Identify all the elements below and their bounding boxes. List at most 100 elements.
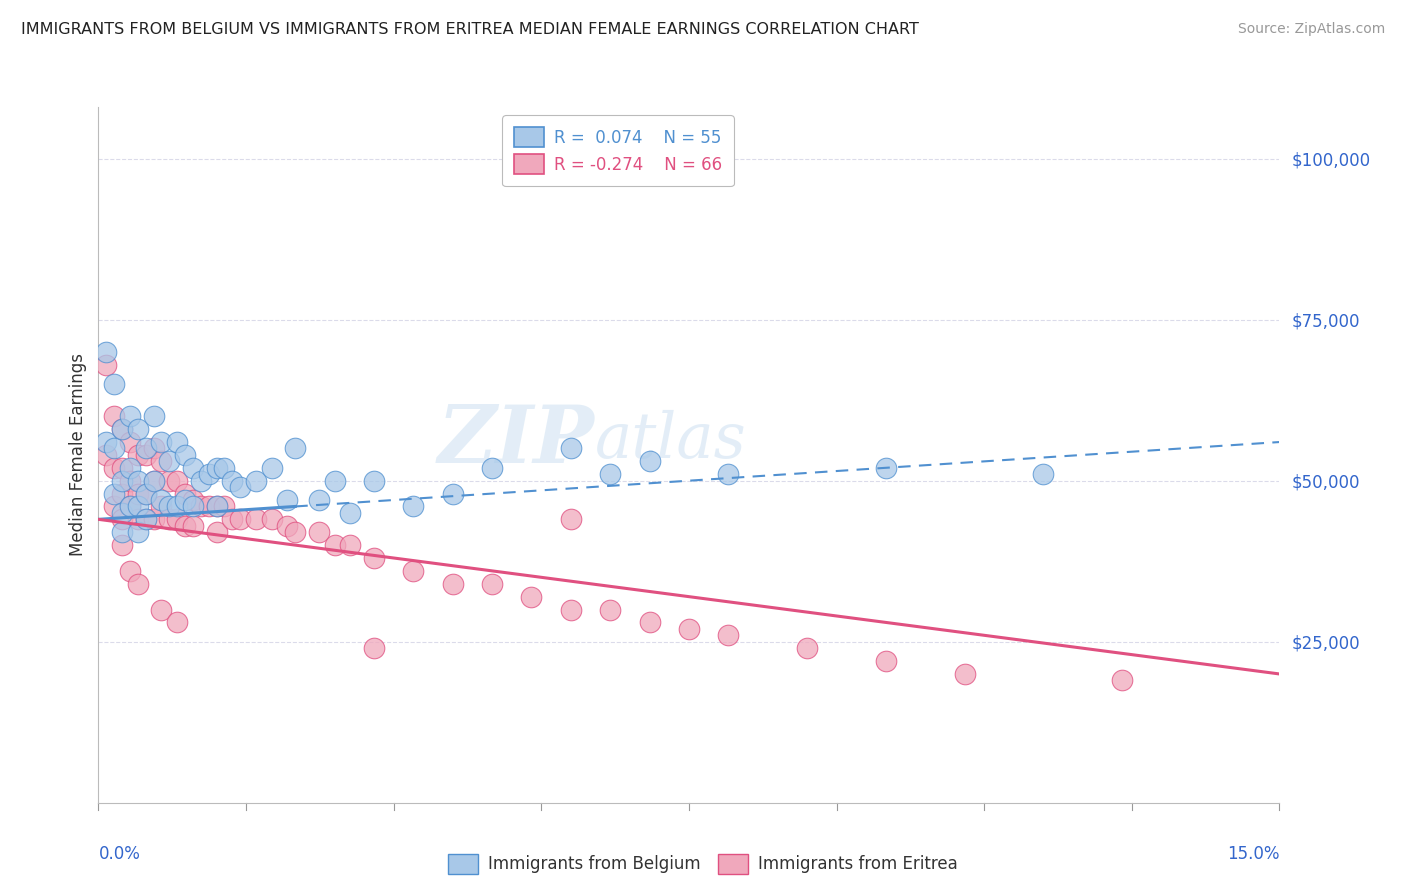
Point [111, 486, 134, 500]
Point [96, 435, 118, 450]
Point [96, 344, 118, 359]
Point [190, 474, 212, 488]
Point [135, 486, 157, 500]
Point [118, 435, 141, 450]
Point [214, 460, 236, 475]
Point [135, 486, 157, 500]
Point [96, 448, 118, 462]
Point [197, 467, 219, 482]
Point [308, 493, 330, 508]
Point [181, 500, 204, 514]
Point [103, 377, 125, 392]
Point [363, 551, 385, 566]
Point [638, 454, 661, 468]
Point [142, 409, 165, 424]
Point [181, 493, 204, 508]
Point [190, 500, 212, 514]
Point [560, 602, 582, 616]
Point [118, 409, 141, 424]
Point [135, 448, 157, 462]
Legend: R =  0.074    N = 55, R = -0.274    N = 66: R = 0.074 N = 55, R = -0.274 N = 66 [502, 115, 734, 186]
Text: 0.0%: 0.0% [98, 845, 141, 863]
Point [96, 358, 118, 372]
Point [214, 500, 236, 514]
Point [245, 474, 267, 488]
Point [284, 525, 307, 540]
Text: 15.0%: 15.0% [1227, 845, 1279, 863]
Point [111, 512, 134, 526]
Point [221, 512, 243, 526]
Point [166, 512, 188, 526]
Point [323, 474, 346, 488]
Point [127, 422, 149, 436]
Point [166, 474, 188, 488]
Point [339, 538, 361, 552]
Point [441, 576, 464, 591]
Point [135, 442, 157, 456]
Point [150, 435, 173, 450]
Point [103, 409, 125, 424]
Text: Source: ZipAtlas.com: Source: ZipAtlas.com [1237, 22, 1385, 37]
Legend: Immigrants from Belgium, Immigrants from Eritrea: Immigrants from Belgium, Immigrants from… [440, 846, 966, 882]
Point [103, 486, 125, 500]
Y-axis label: Median Female Earnings: Median Female Earnings [69, 353, 87, 557]
Point [229, 480, 252, 494]
Point [111, 422, 134, 436]
Point [481, 576, 503, 591]
Point [560, 512, 582, 526]
Point [260, 460, 283, 475]
Point [717, 628, 740, 642]
Point [181, 518, 204, 533]
Point [127, 576, 149, 591]
Point [166, 615, 188, 630]
Point [323, 538, 346, 552]
Point [174, 518, 197, 533]
Point [103, 442, 125, 456]
Point [441, 486, 464, 500]
Point [135, 512, 157, 526]
Point [181, 460, 204, 475]
Point [1032, 467, 1054, 482]
Point [402, 564, 425, 578]
Point [150, 493, 173, 508]
Point [197, 500, 219, 514]
Point [221, 474, 243, 488]
Point [205, 525, 228, 540]
Point [174, 493, 197, 508]
Point [142, 474, 165, 488]
Point [157, 512, 180, 526]
Point [127, 448, 149, 462]
Point [953, 667, 976, 681]
Point [127, 486, 149, 500]
Point [520, 590, 543, 604]
Point [260, 512, 283, 526]
Point [127, 525, 149, 540]
Point [118, 460, 141, 475]
Point [339, 506, 361, 520]
Point [875, 460, 897, 475]
Point [245, 512, 267, 526]
Point [135, 512, 157, 526]
Point [402, 500, 425, 514]
Point [111, 460, 134, 475]
Point [229, 512, 252, 526]
Point [717, 467, 740, 482]
Point [276, 493, 298, 508]
Point [205, 460, 228, 475]
Point [111, 506, 134, 520]
Point [638, 615, 661, 630]
Point [363, 641, 385, 656]
Point [276, 518, 298, 533]
Point [308, 525, 330, 540]
Point [103, 500, 125, 514]
Text: IMMIGRANTS FROM BELGIUM VS IMMIGRANTS FROM ERITREA MEDIAN FEMALE EARNINGS CORREL: IMMIGRANTS FROM BELGIUM VS IMMIGRANTS FR… [21, 22, 920, 37]
Point [205, 500, 228, 514]
Point [127, 474, 149, 488]
Point [111, 474, 134, 488]
Point [118, 500, 141, 514]
Point [150, 500, 173, 514]
Point [363, 474, 385, 488]
Point [678, 622, 700, 636]
Point [284, 442, 307, 456]
Point [127, 512, 149, 526]
